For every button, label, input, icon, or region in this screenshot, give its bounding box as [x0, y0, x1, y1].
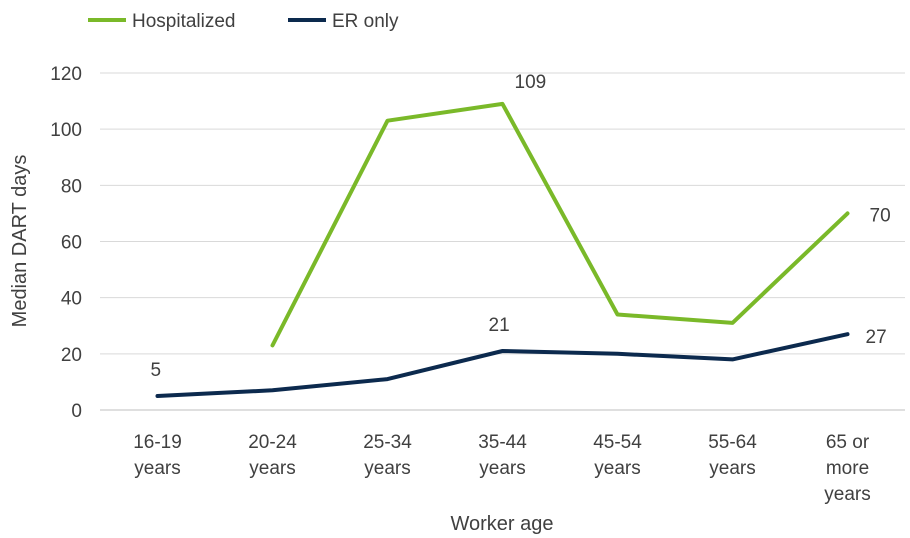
gridlines [100, 72, 905, 411]
legend-label: ER only [332, 11, 399, 32]
x-tick-label: 20-24 years [248, 432, 297, 479]
data-label: 5 [151, 360, 162, 381]
x-tick-label: 16-19 years [133, 432, 182, 479]
series-line-1 [155, 332, 850, 398]
series-line-0 [270, 101, 850, 348]
y-tick-label: 0 [71, 401, 82, 422]
x-axis-title: Worker age [450, 513, 553, 535]
x-tick-label: 55-64 years [708, 432, 757, 479]
y-tick-label: 80 [61, 176, 82, 197]
y-tick-label: 120 [50, 64, 82, 85]
x-tick-label: 65 or more years [824, 432, 870, 505]
y-axis-ticks: 0 20 40 60 80 100 120 [50, 64, 82, 422]
data-labels: 109 70 5 21 27 [151, 72, 891, 381]
y-tick-label: 20 [61, 345, 82, 366]
x-tick-label: 45-54 years [593, 432, 642, 479]
legend: Hospitalized ER only [88, 11, 399, 32]
data-label: 21 [489, 315, 510, 336]
data-label: 109 [515, 72, 547, 93]
x-axis-ticks: 16-19 years 20-24 years 25-34 years 35-44 years… [133, 432, 871, 505]
y-tick-label: 100 [50, 120, 82, 141]
series-lines [155, 101, 850, 398]
data-label: 27 [866, 327, 887, 348]
data-label: 70 [870, 205, 891, 226]
x-tick-label: 25-34 years [363, 432, 412, 479]
x-tick-label: 35-44 years [478, 432, 527, 479]
y-tick-label: 40 [61, 289, 82, 310]
y-axis-title: Median DART days [9, 155, 31, 328]
y-tick-label: 60 [61, 233, 82, 254]
legend-label: Hospitalized [132, 11, 236, 32]
